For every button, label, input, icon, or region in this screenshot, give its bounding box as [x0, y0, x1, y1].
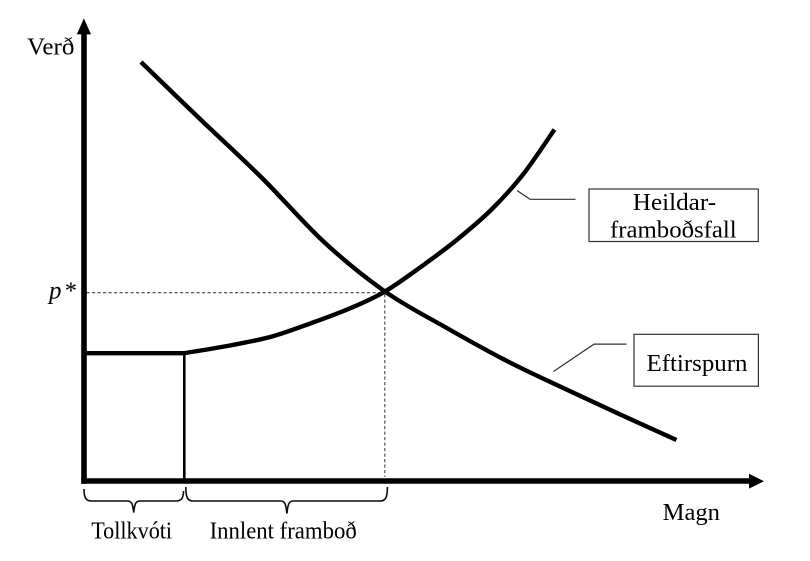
svg-text:Tollkvóti: Tollkvóti: [91, 518, 172, 545]
svg-text:Magn: Magn: [663, 499, 720, 526]
svg-text:Innlent framboð: Innlent framboð: [210, 518, 357, 545]
svg-text:Eftirspurn: Eftirspurn: [647, 350, 748, 377]
svg-text:Heildar-: Heildar-: [633, 189, 716, 216]
svg-text:p: p: [47, 278, 62, 305]
svg-text:*: *: [65, 278, 77, 305]
svg-text:Verð: Verð: [27, 33, 74, 60]
svg-text:framboðsfall: framboðsfall: [610, 217, 737, 244]
